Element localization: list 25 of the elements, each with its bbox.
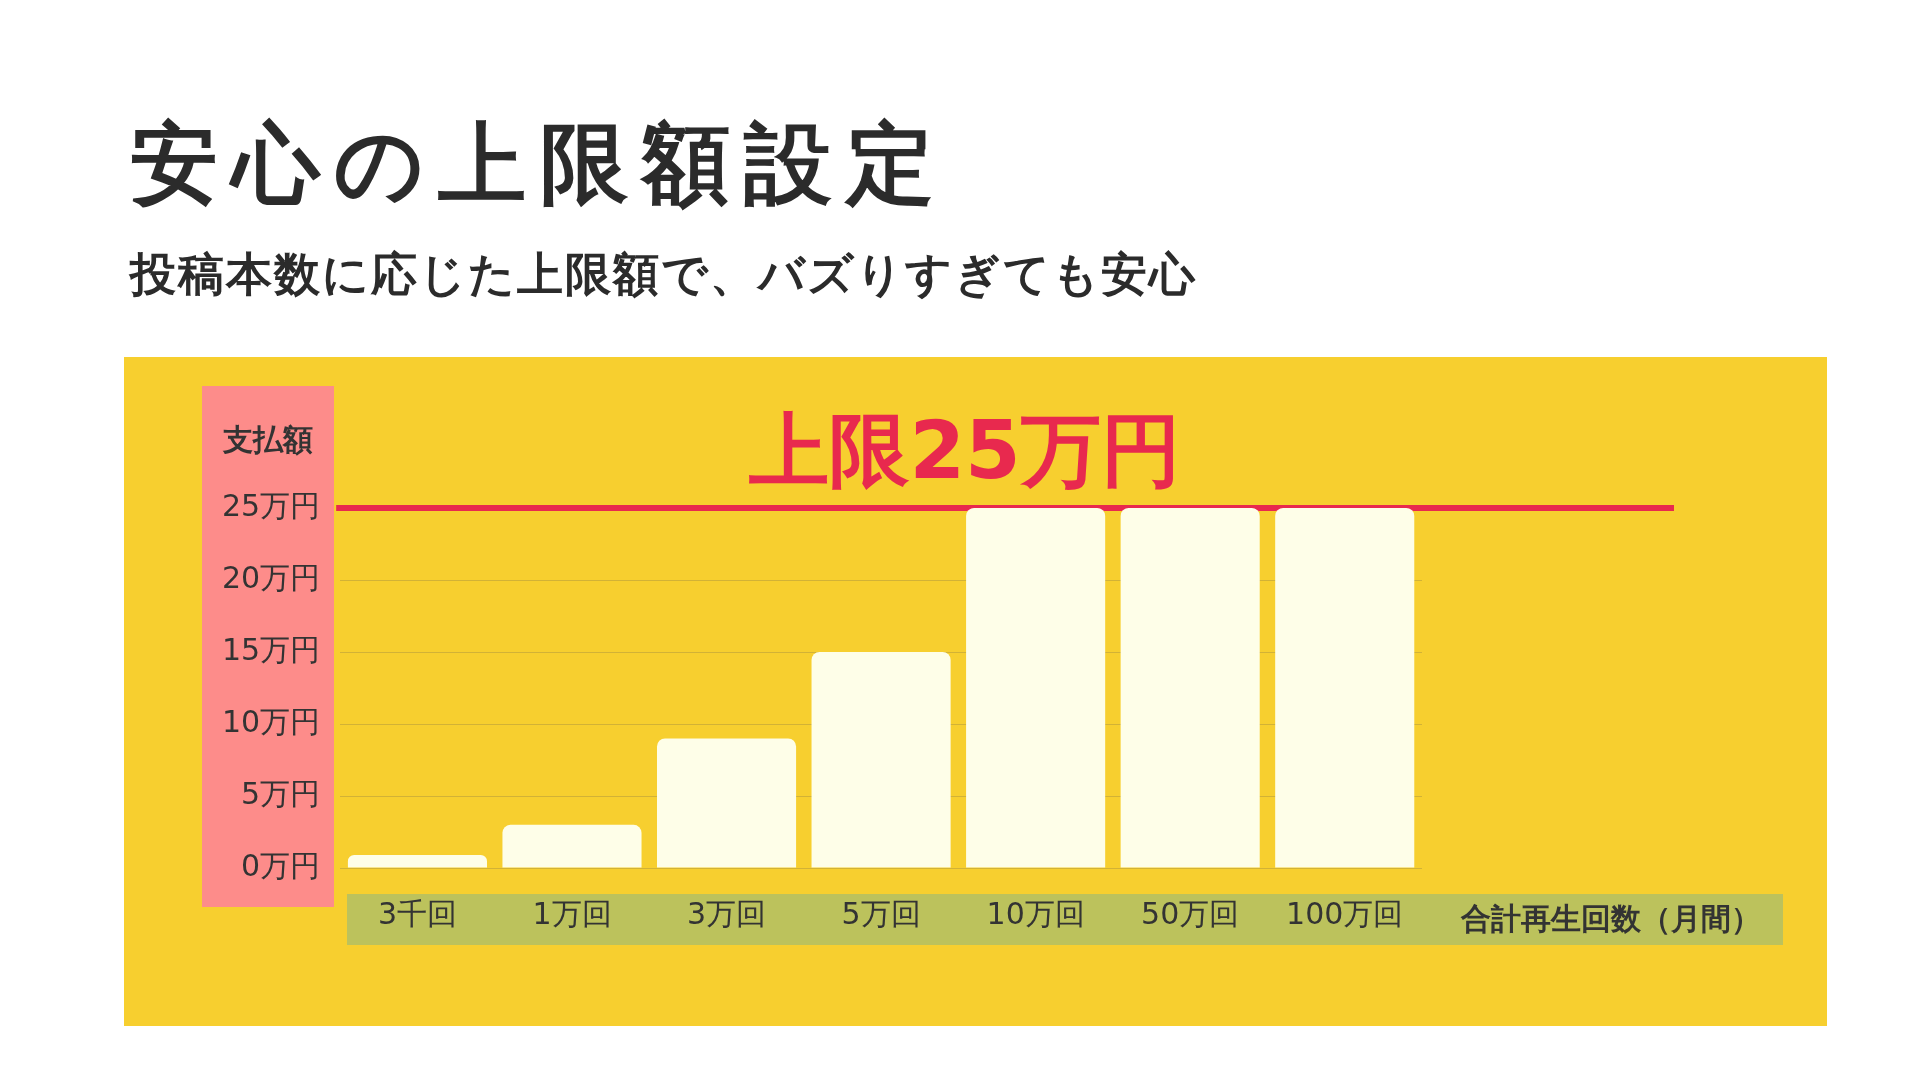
y-tick-label: 20万円 [221, 559, 321, 595]
chart-title: 安心の上限額設定 [130, 112, 948, 215]
y-axis-title: 支払額 [222, 421, 314, 459]
x-tick-label: 3千回 [377, 895, 457, 931]
x-tick-label: 5万回 [841, 895, 921, 931]
chart-subtitle: 投稿本数に応じた上限額で、バズりすぎても安心 [130, 246, 1197, 303]
y-tick-label: 25万円 [221, 487, 321, 523]
y-tick-label: 10万円 [221, 703, 321, 739]
y-tick-label: 5万円 [241, 775, 321, 811]
x-axis-title: 合計再生回数（月間） [1459, 900, 1762, 938]
x-tick-label: 3万回 [686, 895, 767, 931]
x-tick-label: 1万回 [532, 895, 612, 931]
y-tick-label: 0万円 [241, 847, 321, 883]
bar [966, 508, 1106, 868]
x-tick-label: 10万回 [986, 895, 1085, 931]
x-tick-label: 100万回 [1286, 895, 1404, 931]
bar [811, 652, 951, 868]
bar [1275, 508, 1415, 868]
ref-line-label: 上限25万円 [749, 404, 1181, 497]
bar [656, 738, 797, 868]
bar [1120, 508, 1260, 868]
bar [502, 824, 642, 868]
bar [347, 855, 487, 868]
x-tick-label: 50万回 [1141, 895, 1240, 931]
y-tick-label: 15万円 [221, 631, 321, 667]
